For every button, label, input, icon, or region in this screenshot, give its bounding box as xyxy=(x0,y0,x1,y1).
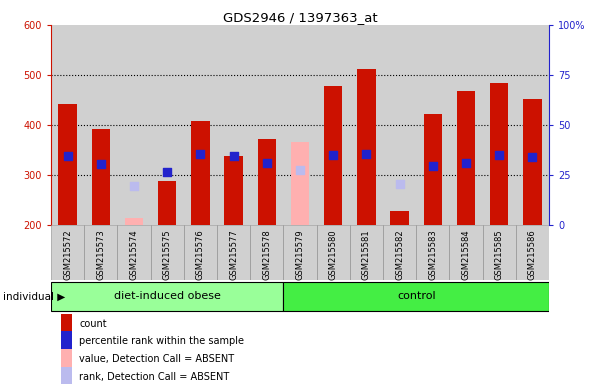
Bar xyxy=(191,121,209,225)
Bar xyxy=(184,225,217,280)
Point xyxy=(395,181,404,187)
Text: value, Detection Call = ABSENT: value, Detection Call = ABSENT xyxy=(79,354,235,364)
Bar xyxy=(51,225,84,280)
Point xyxy=(527,154,537,160)
Bar xyxy=(61,367,72,384)
Bar xyxy=(257,139,276,225)
Title: GDS2946 / 1397363_at: GDS2946 / 1397363_at xyxy=(223,11,377,24)
Text: GSM215581: GSM215581 xyxy=(362,229,371,280)
Point xyxy=(328,152,338,158)
Bar xyxy=(184,25,217,225)
Bar xyxy=(350,25,383,225)
Bar xyxy=(490,83,508,225)
Text: diet-induced obese: diet-induced obese xyxy=(114,291,221,301)
Bar xyxy=(350,225,383,280)
Point xyxy=(229,153,238,159)
Point xyxy=(262,160,272,166)
Bar xyxy=(61,349,72,369)
Bar xyxy=(317,225,350,280)
Bar xyxy=(449,225,482,280)
Bar xyxy=(84,25,118,225)
Bar xyxy=(516,225,549,280)
Point xyxy=(129,183,139,189)
Bar xyxy=(151,25,184,225)
Bar xyxy=(224,156,243,225)
Point xyxy=(461,160,471,166)
Point xyxy=(96,161,106,167)
Text: rank, Detection Call = ABSENT: rank, Detection Call = ABSENT xyxy=(79,372,230,382)
Text: percentile rank within the sample: percentile rank within the sample xyxy=(79,336,244,346)
Bar xyxy=(449,25,482,225)
Point xyxy=(362,151,371,157)
Bar xyxy=(151,225,184,280)
Text: GSM215586: GSM215586 xyxy=(528,229,537,280)
Bar xyxy=(482,225,516,280)
Text: GSM215584: GSM215584 xyxy=(461,229,470,280)
Bar xyxy=(516,25,549,225)
Bar xyxy=(217,225,250,280)
Bar xyxy=(324,86,343,225)
Bar xyxy=(383,225,416,280)
Text: count: count xyxy=(79,319,107,329)
Bar xyxy=(51,25,84,225)
Text: GSM215580: GSM215580 xyxy=(329,229,338,280)
Bar xyxy=(61,331,72,351)
Text: GSM215582: GSM215582 xyxy=(395,229,404,280)
Bar xyxy=(61,314,72,334)
Text: GSM215577: GSM215577 xyxy=(229,229,238,280)
Text: GSM215578: GSM215578 xyxy=(262,229,271,280)
Bar xyxy=(291,142,309,225)
Point xyxy=(295,167,305,173)
Bar xyxy=(416,25,449,225)
Text: control: control xyxy=(397,291,436,301)
Bar xyxy=(283,25,317,225)
Text: GSM215573: GSM215573 xyxy=(97,229,106,280)
Bar xyxy=(391,211,409,225)
Bar xyxy=(424,114,442,225)
Bar xyxy=(158,181,176,225)
Bar xyxy=(51,282,283,311)
Text: GSM215583: GSM215583 xyxy=(428,229,437,280)
Bar xyxy=(457,91,475,225)
Bar xyxy=(283,225,317,280)
Bar xyxy=(283,282,549,311)
Bar xyxy=(118,25,151,225)
Bar xyxy=(383,25,416,225)
Bar xyxy=(357,69,376,225)
Text: GSM215579: GSM215579 xyxy=(296,229,305,280)
Bar xyxy=(58,104,77,225)
Text: GSM215572: GSM215572 xyxy=(63,229,72,280)
Point xyxy=(163,169,172,175)
Text: GSM215575: GSM215575 xyxy=(163,229,172,280)
Text: GSM215585: GSM215585 xyxy=(495,229,504,280)
Bar xyxy=(250,225,283,280)
Text: GSM215576: GSM215576 xyxy=(196,229,205,280)
Point xyxy=(494,152,504,158)
Bar xyxy=(217,25,250,225)
Point xyxy=(196,151,205,157)
Bar xyxy=(482,25,516,225)
Bar xyxy=(92,129,110,225)
Bar xyxy=(416,225,449,280)
Bar xyxy=(118,225,151,280)
Bar xyxy=(125,218,143,225)
Point xyxy=(63,153,73,159)
Point xyxy=(428,163,437,169)
Bar xyxy=(250,25,283,225)
Bar xyxy=(523,99,542,225)
Text: individual ▶: individual ▶ xyxy=(3,291,65,302)
Bar xyxy=(317,25,350,225)
Bar xyxy=(84,225,118,280)
Text: GSM215574: GSM215574 xyxy=(130,229,139,280)
